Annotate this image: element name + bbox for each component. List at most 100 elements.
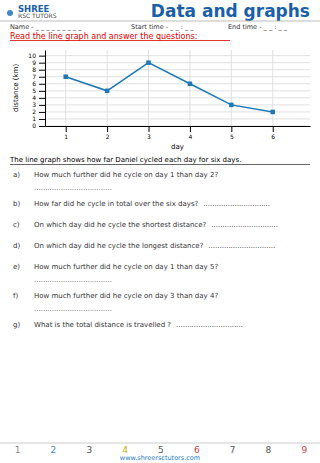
grid-line: [45, 126, 310, 127]
footer-rule: [0, 443, 320, 444]
tick: 6: [271, 126, 275, 140]
tick: 0: [32, 122, 45, 129]
y-axis: 012345678910: [28, 51, 45, 130]
tick-mark: [231, 126, 232, 132]
question-letter: d): [13, 242, 20, 250]
tick-label: 9: [32, 59, 36, 66]
grid-line: [45, 90, 310, 91]
tick-label: 6: [271, 133, 275, 140]
tick-label: 10: [28, 52, 36, 59]
tick: 8: [32, 66, 45, 73]
axis-line: [45, 51, 46, 127]
tick-mark: [39, 70, 45, 71]
answer-dots: ...................................: [34, 305, 112, 313]
tick-mark: [66, 126, 67, 132]
tick-mark: [39, 119, 45, 120]
tick-mark: [107, 126, 108, 132]
logo-line: RSC TUTORS: [18, 12, 57, 19]
tick: 4: [32, 94, 45, 101]
tick: 1: [32, 115, 45, 122]
tick-mark: [39, 105, 45, 106]
answer-dots: ..............................: [211, 221, 278, 229]
end-time-label: End time - _ _ : _ _: [228, 23, 288, 31]
description-underline: [10, 164, 310, 165]
question-text: On which day did he cycle the shortest d…: [34, 221, 207, 229]
question-text: How much further did he cycle on day 1 t…: [34, 171, 218, 179]
question-letter: b): [13, 200, 20, 208]
tick: 3: [32, 101, 45, 108]
website: www.shreersctutors.com: [120, 454, 200, 462]
footer-number: 9: [301, 445, 307, 455]
tick: 10: [28, 52, 45, 59]
tick-label: 3: [147, 133, 151, 140]
tick: 7: [32, 73, 45, 80]
footer-number: 3: [86, 445, 92, 455]
grid-line: [45, 69, 310, 70]
tick-label: 2: [106, 133, 110, 140]
point: [63, 74, 68, 79]
tick-label: 2: [32, 108, 36, 115]
start-time-label: Start time - _ _ : _ _: [131, 23, 194, 31]
tick: 2: [106, 126, 110, 140]
tick-mark: [273, 126, 274, 132]
footer-number: 8: [266, 445, 272, 455]
tick-mark: [39, 91, 45, 92]
answer-dots: ..............................: [203, 200, 270, 208]
point: [105, 89, 110, 94]
tick-label: 1: [64, 133, 68, 140]
tick: 1: [64, 126, 68, 140]
instruction: Read the line graph and answer the quest…: [10, 32, 197, 41]
tick: 5: [32, 87, 45, 94]
tick: 5: [230, 126, 234, 140]
question-text: How much further did he cycle on day 1 t…: [34, 263, 218, 271]
tick-label: 5: [32, 87, 36, 94]
tick-label: 5: [230, 133, 234, 140]
tick-mark: [39, 63, 45, 64]
tick-mark: [39, 84, 45, 85]
description: The line graph shows how far Daniel cycl…: [9, 156, 241, 164]
instruction-underline: [10, 40, 230, 41]
tick: 3: [147, 126, 151, 140]
tick: 4: [189, 126, 193, 140]
grid-line: [45, 97, 310, 98]
tick: 2: [32, 108, 45, 115]
tick-mark: [190, 126, 191, 132]
grid-line: [189, 50, 190, 126]
answer-dots: ..............................: [176, 321, 243, 329]
tick-mark: [39, 77, 45, 78]
title: Data and graphs: [151, 1, 310, 21]
tick-mark: [149, 126, 150, 132]
grid-line: [272, 50, 273, 126]
tick-label: 0: [32, 122, 36, 129]
page: SHREERSC TUTORSData and graphsName - _ _…: [0, 0, 320, 463]
point: [188, 82, 193, 87]
grid-line: [45, 118, 310, 119]
grid-line: [45, 104, 310, 105]
line: [66, 63, 273, 112]
tick-label: 4: [189, 133, 193, 140]
question-text: What is the total distance is travelled …: [34, 321, 171, 329]
tick-mark: [39, 126, 45, 127]
tick-label: 6: [32, 80, 36, 87]
grid-line: [45, 62, 310, 63]
x-axis-title: day: [171, 143, 184, 151]
tick-label: 7: [32, 73, 36, 80]
question-text: How far did he cycle in total over the s…: [34, 200, 199, 208]
axis-line: [46, 126, 311, 127]
tick: 9: [32, 59, 45, 66]
tick-mark: [39, 112, 45, 113]
tick-mark: [39, 98, 45, 99]
marks: [63, 60, 275, 114]
x-axis: 1 2 3 4 5 6: [46, 126, 311, 140]
tick-label: 1: [32, 115, 36, 122]
answer-dots: ..............................: [208, 242, 275, 250]
grid-line: [107, 50, 108, 126]
tick: 6: [32, 80, 45, 87]
footer-number: 2: [51, 445, 57, 455]
footer-number: 1: [15, 445, 21, 455]
grid-line: [45, 55, 310, 56]
tick-label: 3: [32, 101, 36, 108]
footer-number: 7: [230, 445, 236, 455]
question-letter: f): [13, 292, 18, 300]
tick-mark: [39, 56, 45, 57]
